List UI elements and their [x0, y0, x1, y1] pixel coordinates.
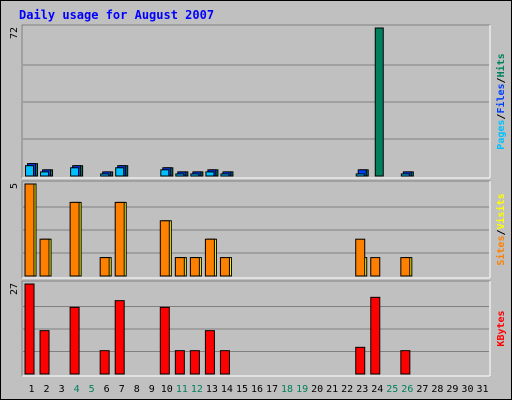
- bar-kbytes-day-10: [159, 306, 170, 375]
- bar-pages-day-14: [220, 173, 230, 177]
- bar-pages-day-13: [205, 171, 215, 177]
- x-tick-label: 10: [161, 384, 173, 395]
- panel-legend: Pages/Files/Hits: [495, 53, 507, 149]
- x-tick-label: 15: [236, 384, 248, 395]
- bar-pages-day-12: [190, 173, 200, 177]
- bar-sites-day-14: [219, 257, 230, 277]
- x-tick-label: 6: [104, 384, 110, 395]
- bar-kbytes-day-4: [69, 306, 80, 375]
- x-tick-label: 27: [416, 384, 428, 395]
- panel-bottom: 27 KBytes: [9, 280, 507, 377]
- x-tick-label: 29: [446, 384, 458, 395]
- bar-pages-day-11: [175, 173, 185, 177]
- panel-legend: KBytes: [496, 310, 507, 346]
- panel-middle: 5 Sites/Visits: [9, 180, 507, 279]
- x-tick-label: 31: [476, 384, 488, 395]
- x-tick-label: 21: [326, 384, 338, 395]
- bar-sites-day-4: [69, 201, 80, 277]
- bar-kbytes-day-1: [24, 283, 35, 375]
- bar-kbytes-day-7: [114, 300, 125, 375]
- bar-sites-day-7: [114, 201, 125, 277]
- bar-pages-day-6: [100, 173, 110, 177]
- x-tick-label: 7: [119, 384, 125, 395]
- x-tick-label: 14: [221, 384, 233, 395]
- panel-max-label: 5: [9, 183, 20, 189]
- x-tick-label: 4: [74, 384, 80, 395]
- x-tick-label: 19: [296, 384, 308, 395]
- chart-title: Daily usage for August 2007: [19, 8, 214, 22]
- bar-sites-day-11: [174, 257, 185, 277]
- bar-kbytes-day-6: [99, 350, 110, 375]
- bar-sites-day-6: [99, 257, 110, 277]
- x-tick-label: 2: [44, 384, 50, 395]
- bar-sites-day-10: [159, 220, 170, 277]
- x-tick-label: 16: [251, 384, 263, 395]
- legend-visits: Visits: [495, 193, 507, 229]
- legend-files: Files: [495, 83, 507, 113]
- bar-kbytes-day-26: [400, 350, 411, 375]
- bar-sites-day-1: [24, 183, 35, 277]
- x-tick-label: 30: [461, 384, 473, 395]
- chart-panels: 72 Pages/Files/Hits 5 Sites/Visits 27 KBytes: [9, 24, 507, 377]
- bar-pages-day-26: [400, 173, 410, 177]
- x-tick-label: 18: [281, 384, 293, 395]
- x-tick-label: 1: [29, 384, 35, 395]
- legend-kbytes: KBytes: [496, 310, 507, 346]
- legend-pages: Pages: [496, 120, 507, 150]
- bar-pages-day-1: [25, 165, 35, 177]
- x-tick-label: 22: [341, 384, 353, 395]
- x-axis-labels: 1 2 3 4 5 6 7 8 9 10 11 12 13 14 15 16 17 18 19 20 21 22 23 24 2…: [29, 384, 489, 395]
- bar-sites-day-23: [355, 238, 366, 277]
- bar-kbytes-day-24: [370, 296, 381, 375]
- bar-kbytes-day-23: [355, 346, 366, 375]
- x-tick-label: 8: [134, 384, 140, 395]
- x-tick-label: 20: [311, 384, 323, 395]
- x-tick-label: 11: [176, 384, 188, 395]
- x-tick-label: 17: [266, 384, 278, 395]
- bar-kbytes-day-2: [39, 330, 50, 375]
- bar-sites-day-26: [400, 257, 411, 277]
- bar-sites-day-24: [370, 257, 381, 277]
- bar-pages-day-23: [355, 173, 365, 177]
- x-tick-label: 3: [59, 384, 65, 395]
- panel-top: 72 Pages/Files/Hits: [9, 24, 507, 179]
- bar-pages-day-2: [40, 171, 50, 177]
- legend-hits: Hits: [495, 53, 507, 77]
- panel-legend: Sites/Visits: [495, 193, 507, 265]
- x-tick-label: 13: [206, 384, 218, 395]
- x-tick-label: 28: [431, 384, 443, 395]
- bar-kbytes-day-14: [219, 350, 230, 375]
- x-tick-label: 26: [401, 384, 413, 395]
- legend-sites: Sites: [495, 236, 507, 266]
- x-tick-label: 12: [191, 384, 203, 395]
- bar-pages-day-10: [160, 169, 170, 177]
- bar-sites-day-13: [204, 238, 215, 277]
- x-tick-label: 5: [89, 384, 95, 395]
- bar-kbytes-day-12: [189, 350, 200, 375]
- bar-pages-day-4: [70, 167, 80, 177]
- x-tick-label: 24: [371, 384, 383, 395]
- panel-max-label: 72: [9, 27, 20, 39]
- bar-sites-day-2: [39, 238, 50, 277]
- x-tick-label: 25: [386, 384, 398, 395]
- bar-sites-day-12: [189, 257, 200, 277]
- bar-kbytes-day-13: [204, 330, 215, 375]
- panel-max-label: 27: [9, 283, 20, 295]
- bar-hits-day-24: [374, 27, 384, 177]
- x-tick-label: 23: [356, 384, 368, 395]
- bar-kbytes-day-11: [174, 350, 185, 375]
- x-tick-label: 9: [149, 384, 155, 395]
- bar-pages-day-7: [115, 167, 125, 177]
